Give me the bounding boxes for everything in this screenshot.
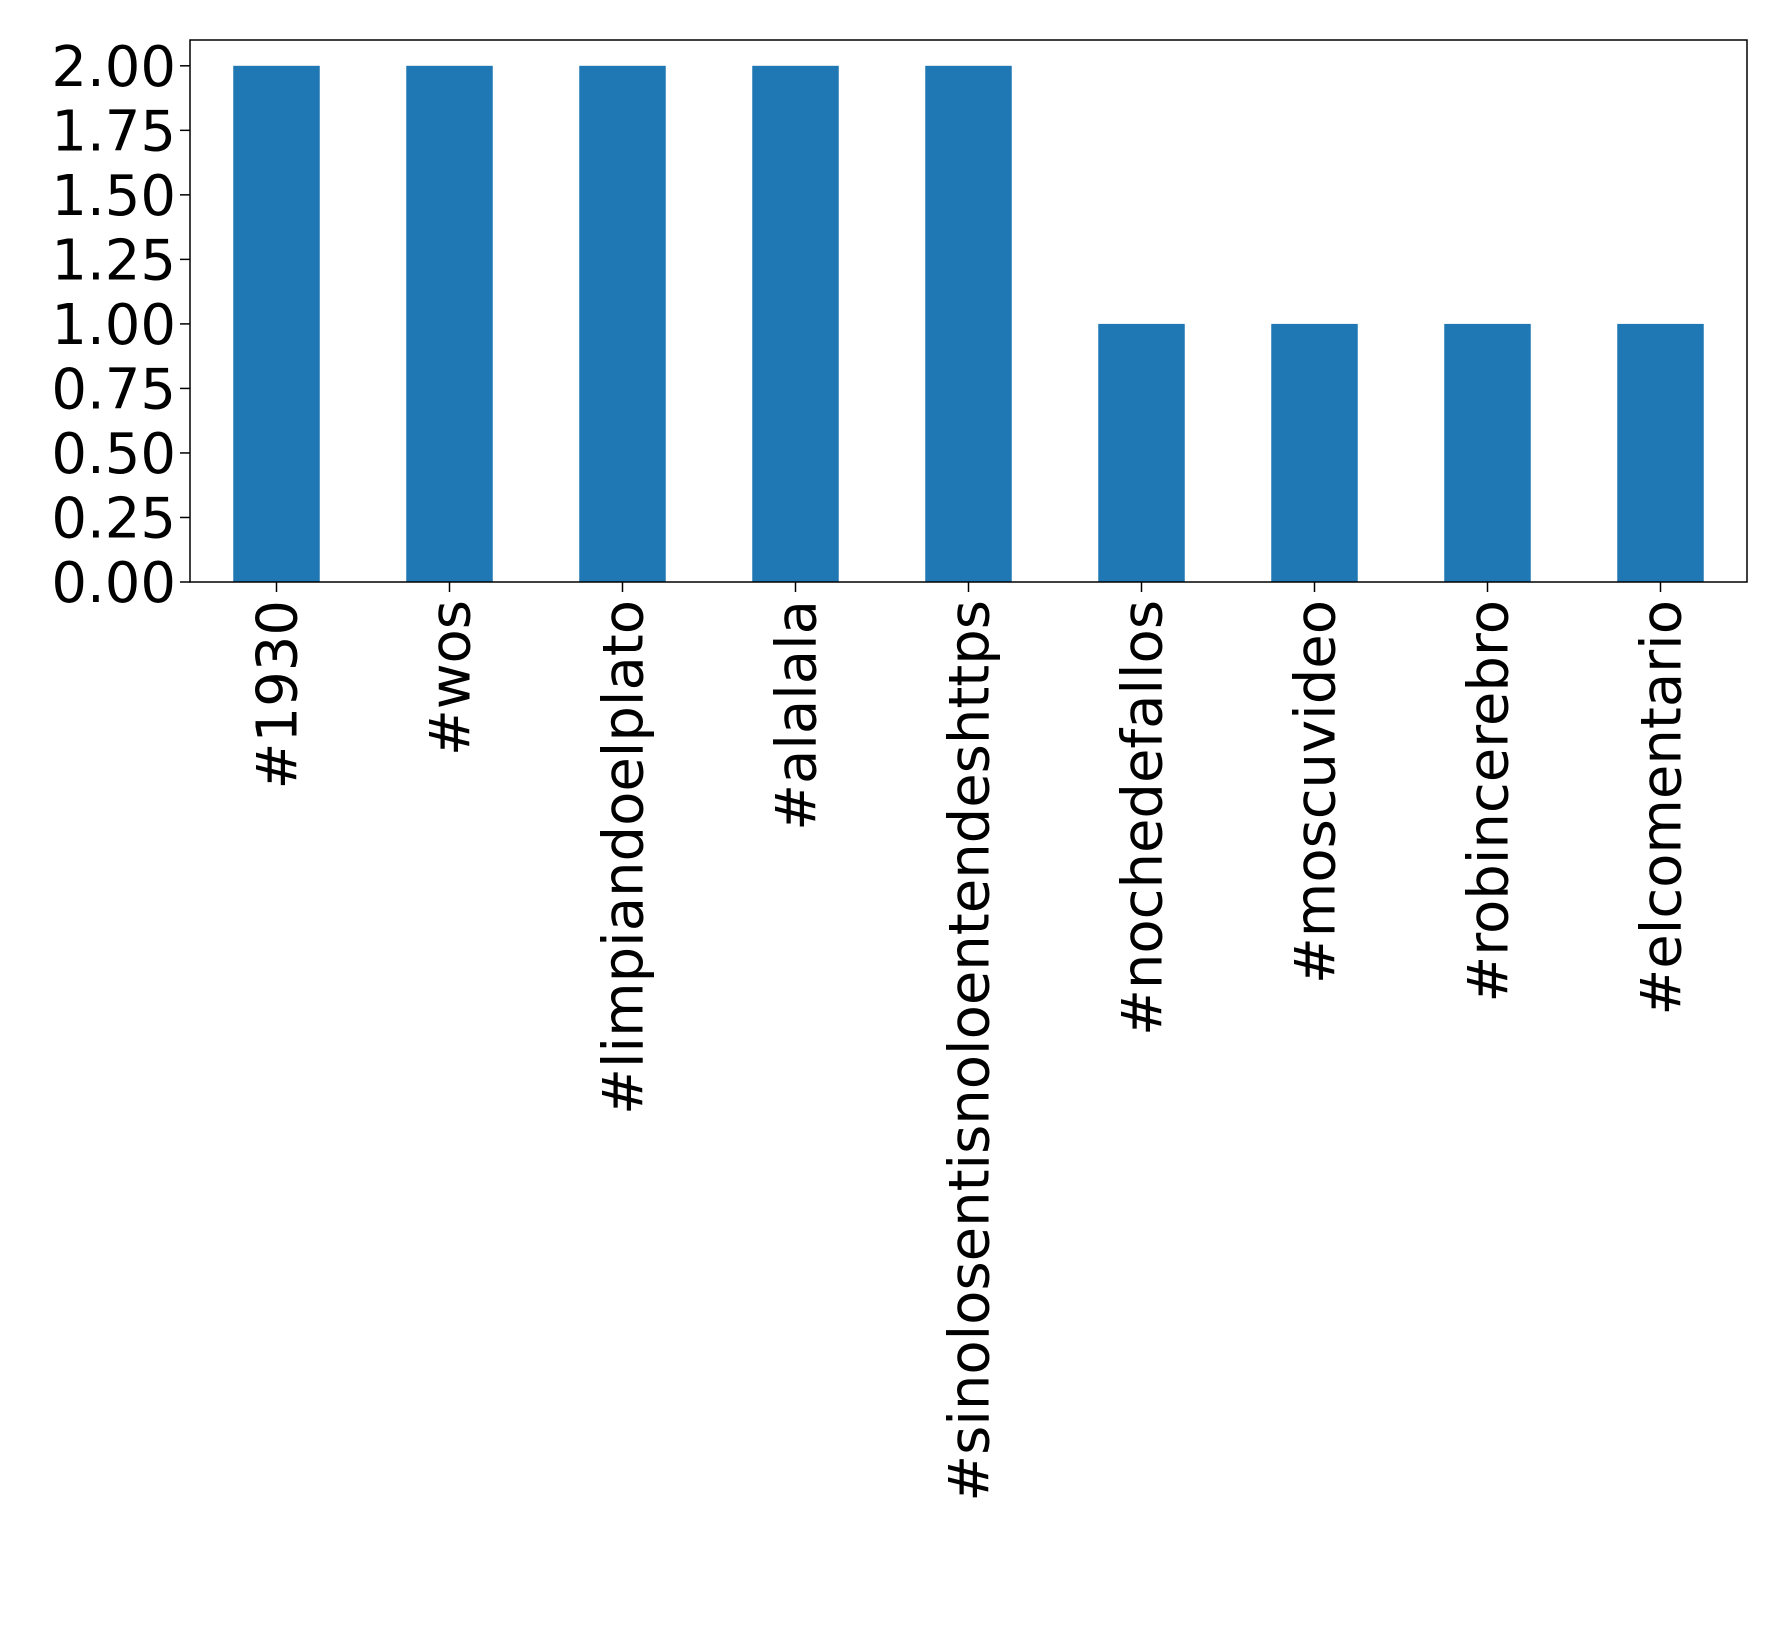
x-tick-label-5: #nochedefallos [1111,600,1176,1036]
bar-5 [1098,323,1185,582]
y-tick-label-7: 1.75 [51,99,176,164]
bar-6 [1271,323,1358,582]
bar-0 [233,65,320,583]
x-tick-label-2: #limpiandoelplato [592,600,657,1115]
bar-7 [1444,323,1531,582]
x-tick-label-1: #wos [419,600,484,756]
y-tick-label-8: 2.00 [51,35,176,100]
y-tick-label-2: 0.50 [51,422,176,487]
bars-layer [233,65,1704,583]
bar-8 [1617,323,1704,582]
x-axis: #1930 #wos #limpiandoelplato #alalala #sinol… [246,582,1695,1502]
plot-frame [189,39,1748,583]
bar-3 [752,65,839,583]
y-axis: 0.000.250.500.751.001.251.501.752.00 [51,35,190,616]
x-tick-label-7: #robincerebro [1457,600,1522,1003]
bar-1 [406,65,493,583]
y-tick-label-0: 0.00 [51,551,176,616]
x-tick-label-3: #alalala [765,600,830,831]
y-tick-label-6: 1.50 [51,164,176,229]
y-tick-label-3: 0.75 [51,357,176,422]
x-tick-label-4: #sinolosentisnoloentendeshttps [938,600,1003,1502]
y-tick-label-4: 1.00 [51,293,176,358]
bar-4 [925,65,1012,583]
bar-2 [579,65,666,583]
y-tick-label-1: 0.25 [51,486,176,551]
x-tick-label-0: #1930 [246,600,311,789]
y-tick-label-5: 1.25 [51,228,176,293]
x-tick-label-6: #moscuvideo [1284,600,1349,984]
x-tick-label-8: #elcomentario [1630,600,1695,1016]
